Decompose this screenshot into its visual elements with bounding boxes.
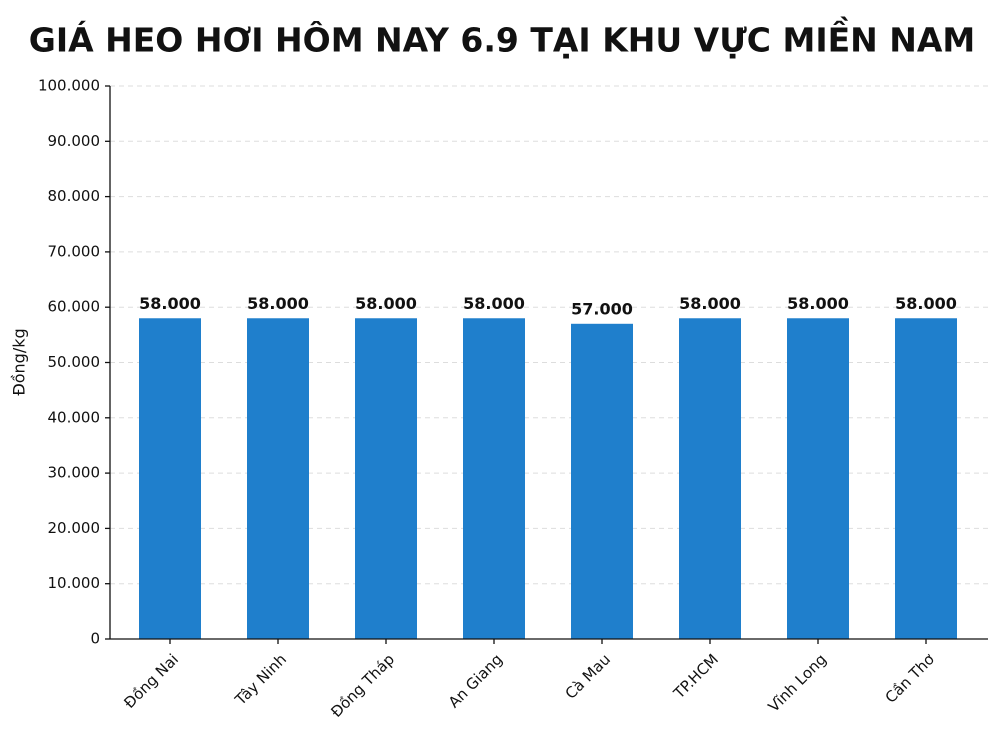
y-axis-label: Đồng/kg [10, 328, 29, 395]
bar [679, 318, 741, 639]
y-tick-label: 20.000 [48, 519, 101, 537]
y-tick-label: 0 [90, 630, 100, 648]
data-label: 58.000 [679, 294, 741, 313]
x-tick-label: An Giang [445, 650, 506, 711]
chart-title: GIÁ HEO HƠI HÔM NAY 6.9 TẠI KHU VỰC MIỀN… [29, 16, 976, 60]
y-tick-label: 90.000 [48, 132, 101, 150]
data-label: 58.000 [247, 294, 309, 313]
x-tick-label: Cà Mau [562, 650, 614, 702]
data-label: 58.000 [895, 294, 957, 313]
bar [139, 318, 201, 639]
y-tick-label: 60.000 [48, 298, 101, 316]
bar [247, 318, 309, 639]
x-tick-label: Đồng Nai [120, 650, 182, 712]
bar [463, 318, 525, 639]
y-tick-label: 10.000 [48, 574, 101, 592]
x-tick-label: TP.HCM [669, 650, 722, 703]
data-label: 58.000 [787, 294, 849, 313]
bar [787, 318, 849, 639]
x-tick-label: Vĩnh Long [765, 650, 830, 715]
data-label: 58.000 [139, 294, 201, 313]
data-label: 58.000 [463, 294, 525, 313]
data-label: 58.000 [355, 294, 417, 313]
x-tick-label: Tây Ninh [231, 650, 290, 709]
x-tick-label: Cần Thơ [882, 650, 939, 707]
y-tick-label: 100.000 [38, 77, 100, 95]
y-tick-label: 50.000 [48, 353, 101, 371]
x-tick-label: Đồng Tháp [327, 650, 398, 721]
y-tick-label: 30.000 [48, 464, 101, 482]
y-tick-label: 70.000 [48, 242, 101, 260]
y-tick-label: 80.000 [48, 187, 101, 205]
bar [895, 318, 957, 639]
bar [571, 323, 633, 639]
data-label: 57.000 [571, 299, 633, 318]
bar [355, 318, 417, 639]
y-tick-label: 40.000 [48, 408, 101, 426]
